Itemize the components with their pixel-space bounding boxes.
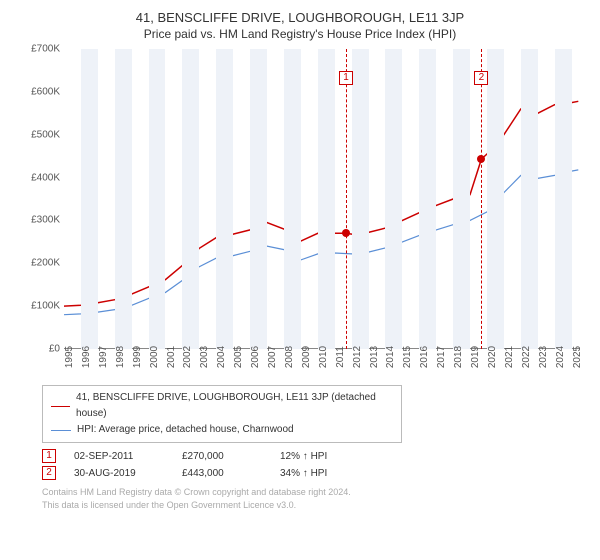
sale-date: 02-SEP-2011 bbox=[74, 451, 164, 462]
legend-swatch bbox=[51, 406, 70, 407]
legend-row: 41, BENSCLIFFE DRIVE, LOUGHBOROUGH, LE11… bbox=[51, 390, 393, 422]
year-band bbox=[352, 49, 369, 349]
y-tick-label: £400K bbox=[20, 172, 60, 183]
y-tick-label: £500K bbox=[20, 129, 60, 140]
year-band bbox=[419, 49, 436, 349]
year-band bbox=[318, 49, 335, 349]
sale-marker-box: 2 bbox=[474, 71, 488, 85]
year-band bbox=[149, 49, 166, 349]
sale-pct: 34% ↑ HPI bbox=[280, 468, 327, 479]
y-tick-label: £0 bbox=[20, 344, 60, 355]
legend-swatch bbox=[51, 430, 71, 431]
plot-area: 12 bbox=[64, 49, 580, 349]
chart-title: 41, BENSCLIFFE DRIVE, LOUGHBOROUGH, LE11… bbox=[12, 10, 588, 25]
y-tick-label: £700K bbox=[20, 44, 60, 55]
y-tick-label: £200K bbox=[20, 258, 60, 269]
sales-table: 1 02-SEP-2011 £270,000 12% ↑ HPI 2 30-AUG-201… bbox=[42, 449, 588, 480]
sale-dot bbox=[342, 229, 350, 237]
year-band bbox=[487, 49, 504, 349]
year-band bbox=[115, 49, 132, 349]
footer-line2: This data is licensed under the Open Gov… bbox=[42, 499, 588, 512]
legend: 41, BENSCLIFFE DRIVE, LOUGHBOROUGH, LE11… bbox=[42, 385, 402, 443]
legend-label: HPI: Average price, detached house, Char… bbox=[77, 422, 294, 438]
sale-price: £270,000 bbox=[182, 451, 262, 462]
footer-attribution: Contains HM Land Registry data © Crown c… bbox=[42, 486, 588, 511]
sale-dot bbox=[477, 155, 485, 163]
year-band bbox=[216, 49, 233, 349]
year-band bbox=[81, 49, 98, 349]
year-band bbox=[521, 49, 538, 349]
chart-subtitle: Price paid vs. HM Land Registry's House … bbox=[12, 27, 588, 41]
sale-vline bbox=[346, 49, 347, 349]
year-band bbox=[182, 49, 199, 349]
year-band bbox=[385, 49, 402, 349]
chart-area: £0£100K£200K£300K£400K£500K£600K£700K 12… bbox=[20, 49, 580, 379]
sale-row-marker: 2 bbox=[42, 466, 56, 480]
sale-vline bbox=[481, 49, 482, 349]
year-band bbox=[284, 49, 301, 349]
sale-pct: 12% ↑ HPI bbox=[280, 451, 327, 462]
sale-marker-box: 1 bbox=[339, 71, 353, 85]
sale-price: £443,000 bbox=[182, 468, 262, 479]
footer-line1: Contains HM Land Registry data © Crown c… bbox=[42, 486, 588, 499]
legend-row: HPI: Average price, detached house, Char… bbox=[51, 422, 393, 438]
legend-label: 41, BENSCLIFFE DRIVE, LOUGHBOROUGH, LE11… bbox=[76, 390, 393, 422]
year-band bbox=[250, 49, 267, 349]
y-tick-label: £600K bbox=[20, 86, 60, 97]
chart-container: 41, BENSCLIFFE DRIVE, LOUGHBOROUGH, LE11… bbox=[0, 0, 600, 560]
y-tick-label: £100K bbox=[20, 301, 60, 312]
x-tick-label: 2025 bbox=[572, 346, 598, 368]
sale-date: 30-AUG-2019 bbox=[74, 468, 164, 479]
year-band bbox=[555, 49, 572, 349]
sale-row: 1 02-SEP-2011 £270,000 12% ↑ HPI bbox=[42, 449, 588, 463]
sale-row-marker: 1 bbox=[42, 449, 56, 463]
y-tick-label: £300K bbox=[20, 215, 60, 226]
sale-row: 2 30-AUG-2019 £443,000 34% ↑ HPI bbox=[42, 466, 588, 480]
year-band bbox=[453, 49, 470, 349]
